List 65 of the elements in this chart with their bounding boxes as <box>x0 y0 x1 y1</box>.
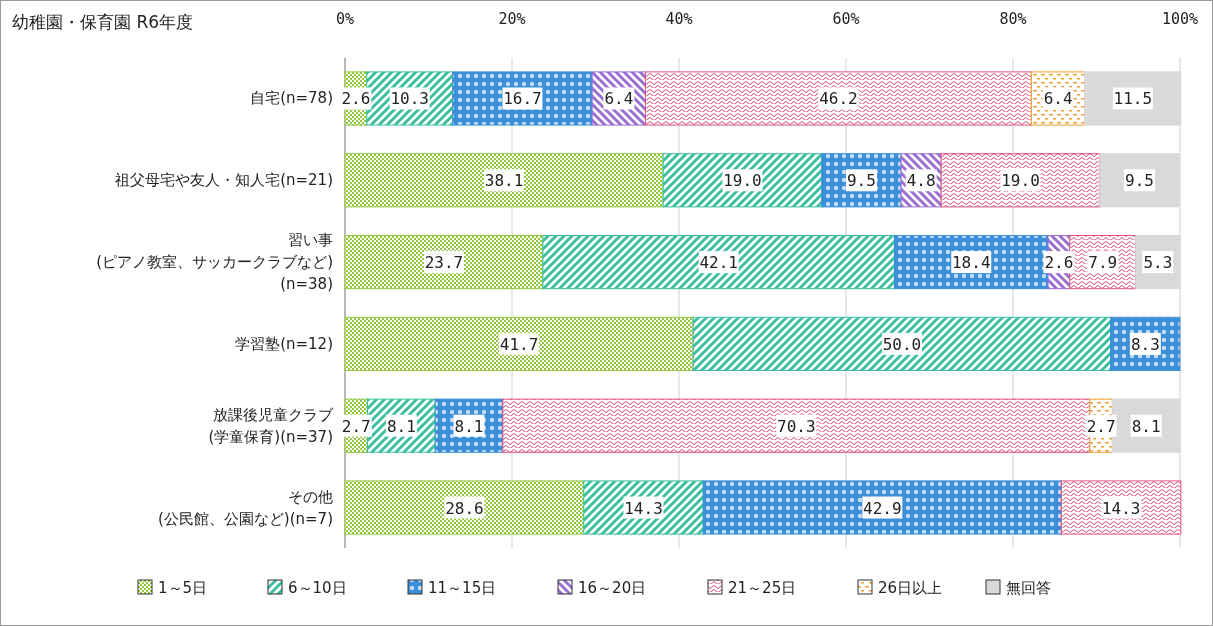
y-tick-label: 学習塾(n=12) <box>235 334 333 353</box>
bar <box>452 71 593 126</box>
data-label: 14.3 <box>1101 498 1141 518</box>
bar <box>1060 480 1182 535</box>
data-label: 10.3 <box>390 89 429 109</box>
legend-label: 6～10日 <box>288 579 347 597</box>
data-label: 9.5 <box>1125 171 1154 191</box>
bar <box>344 480 585 535</box>
data-label: 2.7 <box>1086 416 1116 436</box>
data-label: 50.0 <box>882 334 922 354</box>
y-tick-label: 自宅(n=78) <box>250 89 333 108</box>
y-tick-label: 祖父母宅や友人・知人宅(n=21) <box>115 171 333 190</box>
y-tick-label: 習い事 (ピアノ教室、サッカークラブなど) (n=38) <box>96 231 333 294</box>
data-label: 23.7 <box>424 253 464 273</box>
legend-label: 1～5日 <box>158 579 208 597</box>
data-label: 46.2 <box>819 89 858 109</box>
x-tick-label: 40% <box>665 10 693 28</box>
data-label: 7.9 <box>1088 253 1118 273</box>
x-tick-label: 0% <box>335 10 355 28</box>
bar <box>344 153 664 208</box>
data-label: 19.0 <box>723 171 762 191</box>
data-label: 11.5 <box>1113 89 1153 109</box>
bar <box>542 235 895 290</box>
bar <box>645 71 1032 126</box>
legend-label: 21～25日 <box>728 579 797 597</box>
data-label: 19.0 <box>1001 171 1040 191</box>
bar <box>583 480 704 535</box>
legend-label: 11～15日 <box>428 579 497 597</box>
legend-label: 16～20日 <box>578 579 647 597</box>
bar <box>692 316 1112 371</box>
data-label: 18.4 <box>951 253 991 273</box>
y-tick-label: 放課後児童クラブ (学童保育)(n=37) <box>208 405 334 446</box>
bar <box>702 480 1062 535</box>
text: 幼稚園・保育園 R6年度 <box>12 12 194 32</box>
data-label: 9.5 <box>846 171 876 191</box>
bar <box>344 316 694 371</box>
x-tick-label: 60% <box>832 10 860 28</box>
data-label: 5.3 <box>1143 253 1173 273</box>
data-label: 8.3 <box>1130 334 1160 354</box>
data-label: 6.4 <box>604 89 634 109</box>
legend-label: 無回答 <box>1006 579 1051 597</box>
data-label: 38.1 <box>484 171 524 191</box>
bar <box>662 153 823 208</box>
bar <box>344 235 544 290</box>
x-tick-label: 100% <box>1161 10 1199 28</box>
bar <box>940 153 1101 208</box>
y-tick-label: その他 (公民館、公園など)(n=7) <box>157 487 333 528</box>
x-tick-label: 80% <box>999 10 1027 28</box>
data-label: 70.3 <box>777 416 816 436</box>
data-label: 14.3 <box>624 498 663 518</box>
data-label: 42.1 <box>699 253 738 273</box>
data-label: 2.6 <box>1044 253 1074 273</box>
data-label: 2.6 <box>341 89 371 109</box>
data-label: 8.1 <box>454 416 484 436</box>
data-label: 6.4 <box>1043 89 1073 109</box>
data-label: 2.7 <box>341 416 371 436</box>
x-tick-label: 20% <box>498 10 526 28</box>
data-label: 28.6 <box>445 498 484 518</box>
data-label: 8.1 <box>386 416 416 436</box>
legend-label: 26日以上 <box>878 579 943 597</box>
data-label: 8.1 <box>1131 416 1161 436</box>
data-label: 16.7 <box>503 89 542 109</box>
data-label: 42.9 <box>863 498 902 518</box>
data-label: 4.8 <box>906 171 936 191</box>
data-label: 41.7 <box>499 334 539 354</box>
